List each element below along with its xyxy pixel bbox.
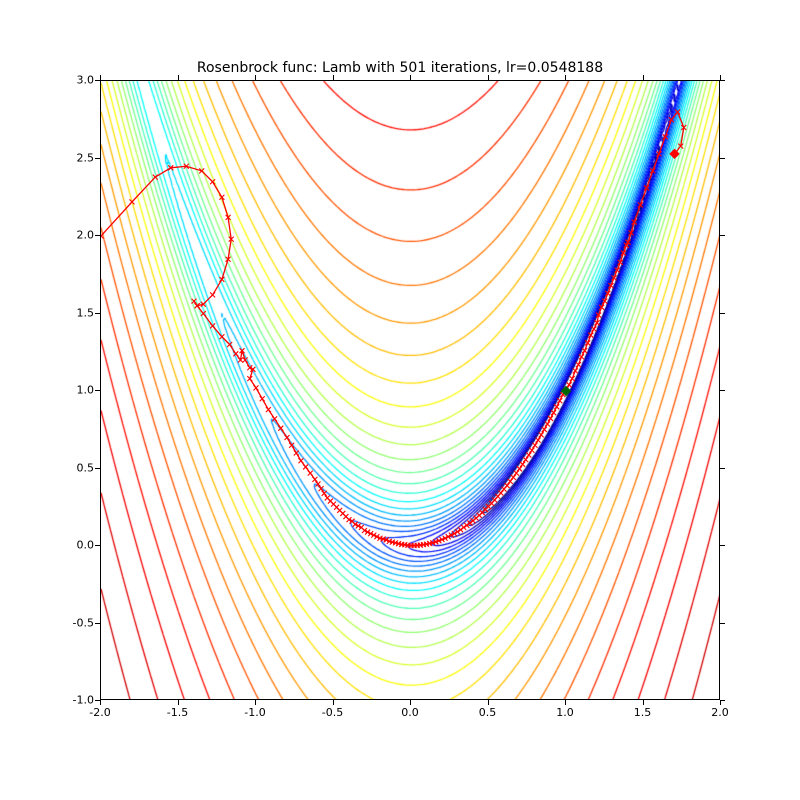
trajectory-marker xyxy=(210,323,215,328)
trajectory-marker xyxy=(529,448,534,453)
xtick-label: 1.5 xyxy=(634,706,652,719)
trajectory-marker xyxy=(130,199,135,204)
trajectory-marker xyxy=(526,453,531,458)
trajectory-marker xyxy=(539,432,544,437)
trajectory-marker xyxy=(511,475,516,480)
trajectory-marker xyxy=(298,458,303,463)
trajectory-marker xyxy=(548,416,553,421)
ytick-label: 0.5 xyxy=(77,461,95,474)
xtick-label: -1.0 xyxy=(244,706,265,719)
trajectory-marker xyxy=(303,464,308,469)
trajectory-marker xyxy=(294,451,299,456)
trajectory-marker xyxy=(542,427,547,432)
ytick-label: 2.0 xyxy=(77,229,95,242)
ytick-label: -0.5 xyxy=(73,616,94,629)
trajectory-marker xyxy=(266,407,271,412)
trajectory-marker xyxy=(227,342,232,347)
trajectory-marker xyxy=(289,443,294,448)
trajectory-line xyxy=(101,112,684,546)
trajectory-marker xyxy=(545,422,550,427)
trajectory-marker xyxy=(591,327,596,332)
trajectory-marker xyxy=(101,234,104,239)
xtick-label: 1.0 xyxy=(556,706,574,719)
xtick-label: -1.5 xyxy=(167,706,188,719)
trajectory-marker xyxy=(557,398,562,403)
trajectory-marker xyxy=(533,443,538,448)
trajectory-marker xyxy=(312,477,317,482)
trajectory-marker xyxy=(210,179,215,184)
trajectory-marker xyxy=(505,483,510,488)
xtick-label: 0.0 xyxy=(401,706,419,719)
trajectory-marker xyxy=(285,435,290,440)
trajectory-marker xyxy=(219,334,224,339)
trajectory-marker xyxy=(272,416,277,421)
trajectory-marker xyxy=(554,404,559,409)
trajectory-marker xyxy=(508,479,513,484)
ytick-label: -1.0 xyxy=(73,694,94,707)
ytick-label: 3.0 xyxy=(77,74,95,87)
trajectory-marker xyxy=(233,351,238,356)
xtick-label: 2.0 xyxy=(711,706,729,719)
trajectory-marker xyxy=(201,311,206,316)
trajectory-marker xyxy=(210,292,215,297)
trajectory-marker xyxy=(536,438,541,443)
xtick-label: -0.5 xyxy=(322,706,343,719)
trajectory-marker xyxy=(514,471,519,476)
chart-title: Rosenbrock func: Lamb with 501 iteration… xyxy=(0,60,800,76)
ytick-label: 1.5 xyxy=(77,306,95,319)
overlay-svg xyxy=(101,81,720,700)
trajectory-marker xyxy=(153,175,158,180)
ytick-label: 1.0 xyxy=(77,384,95,397)
trajectory-marker xyxy=(260,396,265,401)
trajectory-marker xyxy=(254,385,259,390)
trajectory-marker xyxy=(192,299,197,304)
trajectory-marker xyxy=(551,410,556,415)
trajectory-marker xyxy=(278,426,283,431)
ytick-label: 0.0 xyxy=(77,539,95,552)
xtick-label: -2.0 xyxy=(89,706,110,719)
trajectory-marker xyxy=(517,466,522,471)
trajectory-marker xyxy=(567,382,572,387)
plot-area xyxy=(100,80,720,700)
trajectory-marker xyxy=(520,462,525,467)
trajectory-marker xyxy=(316,482,321,487)
trajectory-marker xyxy=(322,491,327,496)
trajectory-marker xyxy=(523,457,528,462)
ytick-label: 2.5 xyxy=(77,151,95,164)
trajectory-marker xyxy=(319,486,324,491)
trajectory-marker xyxy=(308,471,313,476)
xtick-label: 0.5 xyxy=(479,706,497,719)
